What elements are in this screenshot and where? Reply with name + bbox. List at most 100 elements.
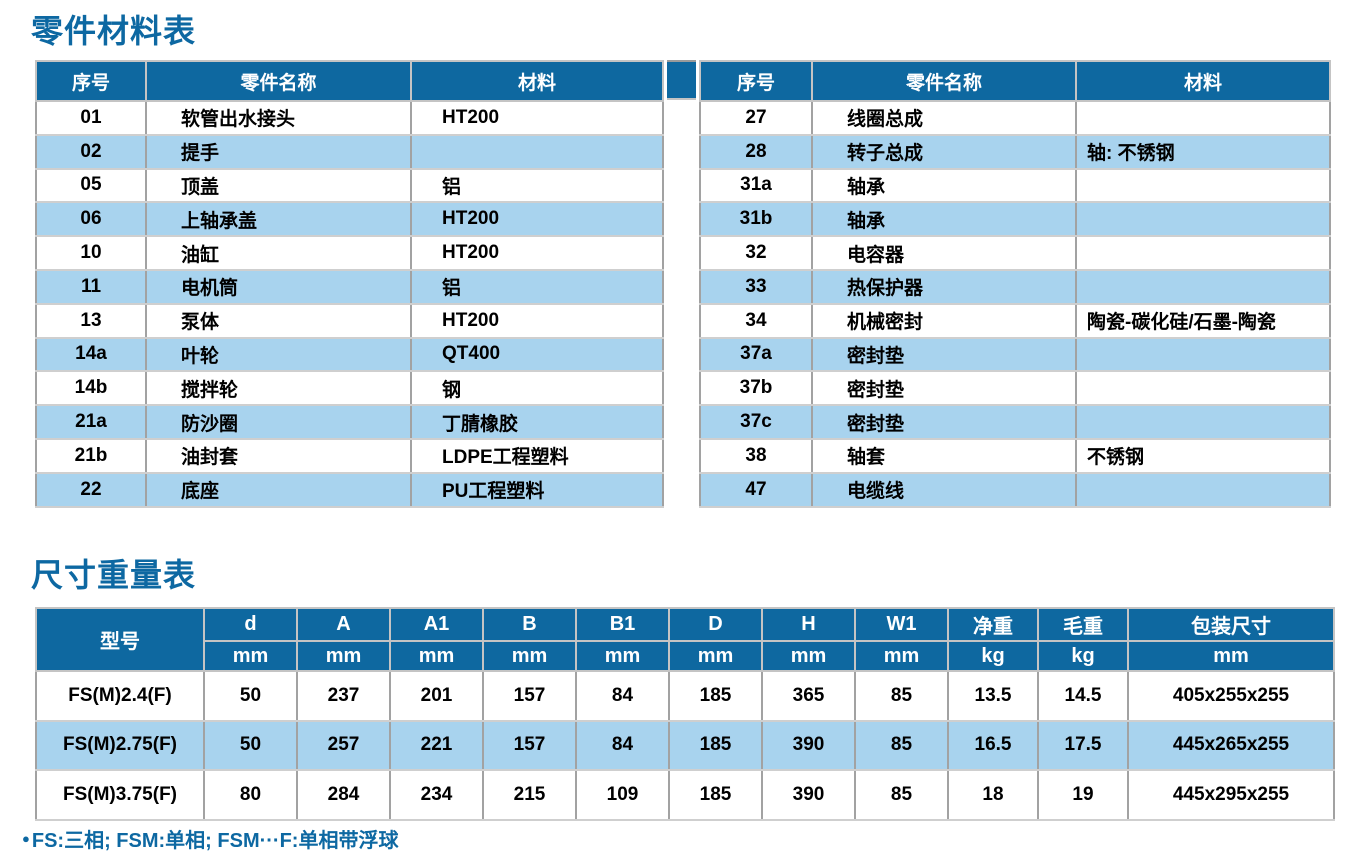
table-row: 01 软管出水接头 HT200: [35, 100, 664, 136]
cell-value: 365: [761, 670, 856, 722]
cell-part-name: 底座: [145, 471, 412, 508]
cell-value: 80: [203, 769, 298, 821]
cell-no: 21a: [35, 404, 147, 440]
cell-part-name: 搅拌轮: [145, 370, 412, 407]
cell-material: 丁腈橡胶: [410, 404, 664, 440]
cell-part-name: 软管出水接头: [145, 100, 412, 136]
cell-part-name: 密封垫: [811, 370, 1077, 407]
cell-material: [1075, 268, 1331, 305]
model-legend-text: FS:三相; FSM:单相; FSM···F:单相带浮球: [31, 830, 399, 852]
cell-material: 轴: 不锈钢: [1075, 133, 1331, 170]
cell-part-name: 线圈总成: [811, 100, 1077, 136]
col-header-gross-weight: 毛重: [1037, 607, 1129, 642]
col-header-no: 序号: [35, 60, 147, 102]
cell-material: LDPE工程塑料: [410, 437, 664, 474]
cell-no: 33: [699, 268, 813, 305]
cell-no: 14a: [35, 336, 147, 373]
bullet-icon: ●: [22, 831, 30, 846]
cell-value: 84: [575, 719, 670, 771]
cell-value: 50: [203, 670, 298, 722]
unit-d: mm: [203, 640, 298, 672]
table-row: 06 上轴承盖 HT200: [35, 201, 664, 238]
parts-left-header-row: 序号 零件名称 材料: [35, 60, 664, 102]
size-header-unit-row: mm mm mm mm mm mm mm mm kg kg mm: [36, 640, 1335, 672]
table-row: 37c 密封垫: [699, 404, 1331, 440]
col-header-a1: A1: [389, 607, 484, 642]
cell-material: HT200: [410, 302, 664, 339]
col-header-w1: W1: [854, 607, 949, 642]
cell-material: [1075, 201, 1331, 238]
cell-no: 34: [699, 302, 813, 339]
table-row: FS(M)2.75(F) 50 257 221 157 84 185 390 8…: [35, 719, 1335, 771]
cell-material: 铝: [410, 167, 664, 204]
cell-part-name: 机械密封: [811, 302, 1077, 339]
size-weight-table: 型号 d A A1 B B1 D H W1 净重 毛重 包装尺寸 mm mm m…: [35, 607, 1335, 821]
col-header-material: 材料: [1075, 60, 1331, 102]
cell-value: 185: [668, 670, 763, 722]
size-table-title: 尺寸重量表: [31, 557, 197, 593]
cell-value: 50: [203, 719, 298, 771]
cell-material: [1075, 370, 1331, 407]
cell-no: 06: [35, 201, 147, 238]
cell-part-name: 电容器: [811, 235, 1077, 271]
cell-material: [1075, 167, 1331, 204]
table-row: 22 底座 PU工程塑料: [35, 471, 664, 508]
cell-material: 不锈钢: [1075, 437, 1331, 474]
cell-part-name: 顶盖: [145, 167, 412, 204]
table-row: 28 转子总成 轴: 不锈钢: [699, 133, 1331, 170]
table-row: 31a 轴承: [699, 167, 1331, 204]
cell-value: 221: [389, 719, 484, 771]
parts-table-title: 零件材料表: [31, 13, 197, 49]
col-header-material: 材料: [410, 60, 664, 102]
cell-no: 02: [35, 133, 147, 170]
cell-value: 109: [575, 769, 670, 821]
unit-w1: mm: [854, 640, 949, 672]
cell-no: 31a: [699, 167, 813, 204]
cell-value: 237: [296, 670, 391, 722]
cell-part-name: 电缆线: [811, 471, 1077, 508]
model-legend-note: ● FS:三相; FSM:单相; FSM···F:单相带浮球: [22, 824, 398, 853]
cell-value: 185: [668, 719, 763, 771]
col-header-a: A: [296, 607, 391, 642]
unit-package-size: mm: [1127, 640, 1335, 672]
col-header-part-name: 零件名称: [811, 60, 1077, 102]
cell-part-name: 叶轮: [145, 336, 412, 373]
cell-material: HT200: [410, 201, 664, 238]
table-row: 31b 轴承: [699, 201, 1331, 238]
cell-part-name: 转子总成: [811, 133, 1077, 170]
cell-material: [1075, 336, 1331, 373]
parts-material-tables: 序号 零件名称 材料 01 软管出水接头 HT200 02 提手 05 顶盖铝 06 上轴…: [35, 60, 1331, 508]
cell-value: 215: [482, 769, 577, 821]
unit-b: mm: [482, 640, 577, 672]
cell-part-name: 热保护器: [811, 268, 1077, 305]
table-row: 32 电容器: [699, 235, 1331, 271]
cell-material: HT200: [410, 235, 664, 271]
cell-value: 19: [1037, 769, 1129, 821]
cell-value: 185: [668, 769, 763, 821]
cell-part-name: 油封套: [145, 437, 412, 474]
cell-material: [1075, 404, 1331, 440]
cell-part-name: 轴承: [811, 201, 1077, 238]
cell-material: QT400: [410, 336, 664, 373]
cell-no: 10: [35, 235, 147, 271]
cell-no: 32: [699, 235, 813, 271]
table-row: 05 顶盖铝: [35, 167, 664, 204]
cell-no: 21b: [35, 437, 147, 474]
col-header-h: H: [761, 607, 856, 642]
size-header-label-row: 型号 d A A1 B B1 D H W1 净重 毛重 包装尺寸: [35, 607, 1335, 672]
cell-value: 157: [482, 670, 577, 722]
table-row: 47 电缆线: [699, 471, 1331, 508]
cell-value: 16.5: [947, 719, 1039, 771]
cell-part-name: 上轴承盖: [145, 201, 412, 238]
cell-no: 14b: [35, 370, 147, 407]
table-row: FS(M)2.4(F) 50 237 201 157 84 185 365 85…: [35, 670, 1335, 722]
gap-header-cell: [667, 60, 696, 100]
cell-model: FS(M)2.75(F): [35, 719, 205, 771]
cell-value: 257: [296, 719, 391, 771]
cell-no: 01: [35, 100, 147, 136]
cell-package-size: 445x265x255: [1127, 719, 1335, 771]
cell-model: FS(M)3.75(F): [35, 769, 205, 821]
table-row: 38 轴套 不锈钢: [699, 437, 1331, 474]
cell-value: 84: [575, 670, 670, 722]
cell-no: 13: [35, 302, 147, 339]
